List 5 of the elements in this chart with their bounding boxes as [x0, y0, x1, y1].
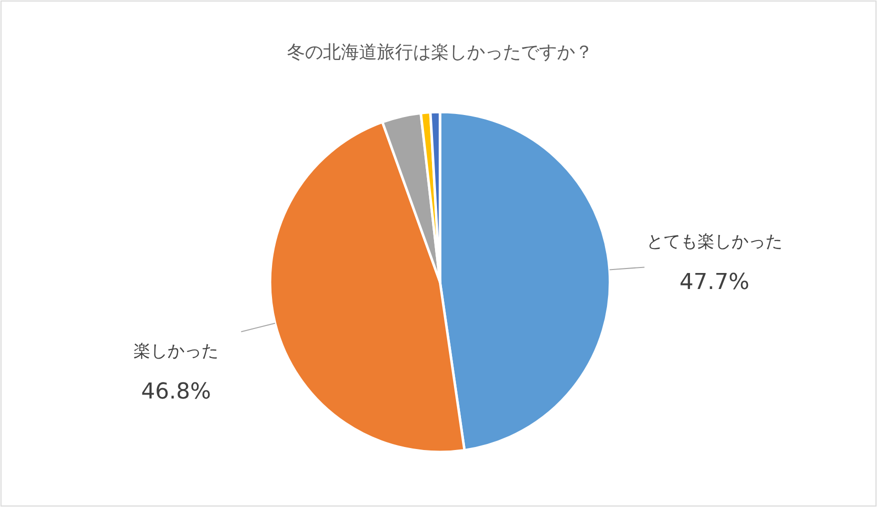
data-label: 46.8% — [141, 380, 212, 405]
slice-label: 楽しかった — [134, 342, 219, 362]
chart-title: 冬の北海道旅行は楽しかったですか？ — [287, 42, 593, 63]
data-label: 47.7% — [680, 270, 750, 296]
slice-label: とても楽しかった — [646, 232, 782, 252]
